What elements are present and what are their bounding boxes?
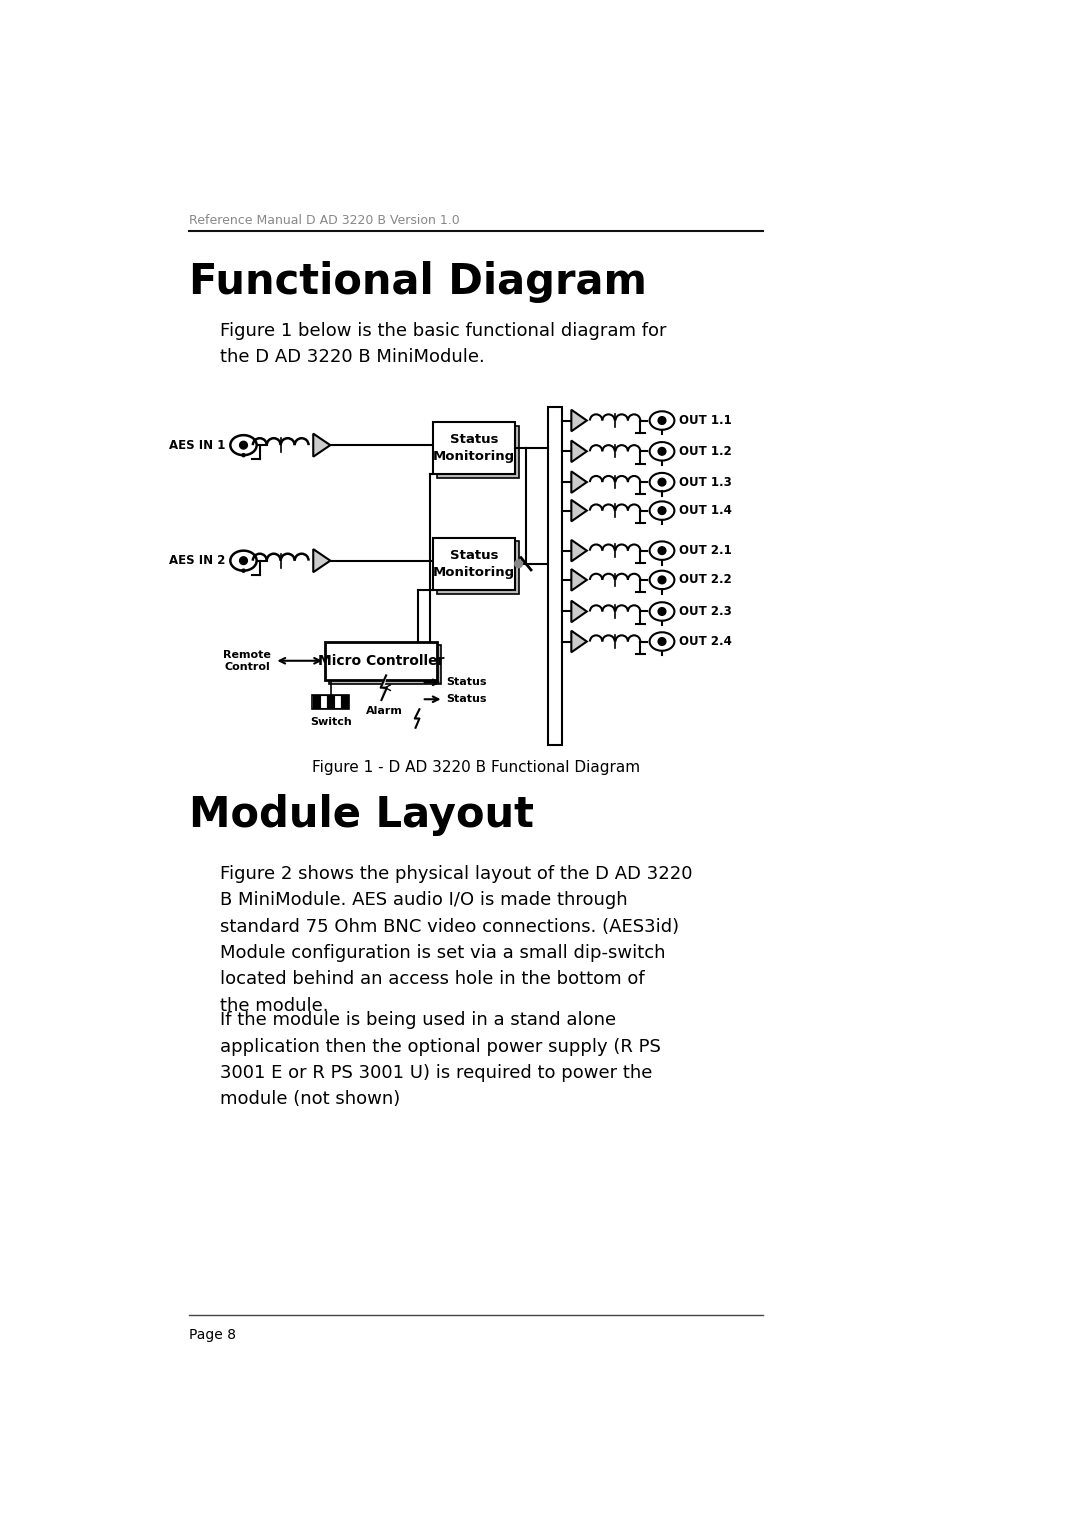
Circle shape bbox=[658, 637, 666, 645]
Ellipse shape bbox=[649, 472, 674, 492]
Circle shape bbox=[658, 608, 666, 616]
Ellipse shape bbox=[649, 411, 674, 429]
Ellipse shape bbox=[649, 541, 674, 559]
Circle shape bbox=[658, 417, 666, 425]
Ellipse shape bbox=[230, 435, 257, 455]
Bar bbox=[325, 642, 437, 680]
Text: Figure 1 below is the basic functional diagram for
the D AD 3220 B MiniModule.: Figure 1 below is the basic functional d… bbox=[220, 322, 666, 367]
Bar bbox=[433, 538, 515, 590]
Text: Figure 1 - D AD 3220 B Functional Diagram: Figure 1 - D AD 3220 B Functional Diagra… bbox=[312, 759, 640, 775]
Circle shape bbox=[658, 576, 666, 584]
Text: Functional Diagram: Functional Diagram bbox=[189, 261, 647, 303]
Ellipse shape bbox=[649, 442, 674, 460]
Bar bbox=[433, 422, 515, 474]
Circle shape bbox=[658, 478, 666, 486]
Text: Module Layout: Module Layout bbox=[189, 793, 535, 836]
Polygon shape bbox=[571, 601, 586, 622]
Text: Page 8: Page 8 bbox=[189, 1328, 237, 1342]
Circle shape bbox=[658, 448, 666, 455]
Text: OUT 2.1: OUT 2.1 bbox=[679, 544, 732, 558]
Text: Reference Manual D AD 3220 B Version 1.0: Reference Manual D AD 3220 B Version 1.0 bbox=[189, 214, 460, 226]
Ellipse shape bbox=[649, 501, 674, 520]
Bar bbox=[437, 541, 518, 594]
Text: OUT 1.3: OUT 1.3 bbox=[679, 475, 732, 489]
Text: Switch: Switch bbox=[310, 717, 352, 727]
Circle shape bbox=[242, 454, 245, 457]
Polygon shape bbox=[571, 568, 586, 591]
Polygon shape bbox=[313, 434, 330, 457]
Text: Status
Monitoring: Status Monitoring bbox=[433, 549, 515, 579]
Text: AES IN 2: AES IN 2 bbox=[168, 555, 225, 567]
Bar bbox=[313, 695, 321, 707]
Bar bbox=[437, 426, 518, 478]
Text: Micro Controller: Micro Controller bbox=[318, 654, 444, 668]
Circle shape bbox=[240, 556, 247, 564]
Text: Figure 2 shows the physical layout of the D AD 3220
B MiniModule. AES audio I/O : Figure 2 shows the physical layout of th… bbox=[220, 865, 692, 1015]
Text: Status: Status bbox=[446, 677, 487, 688]
Polygon shape bbox=[571, 500, 586, 521]
Bar bbox=[312, 695, 349, 709]
Circle shape bbox=[515, 559, 523, 567]
Polygon shape bbox=[571, 539, 586, 561]
Text: OUT 2.3: OUT 2.3 bbox=[679, 605, 732, 617]
Bar bbox=[548, 406, 562, 746]
Text: OUT 1.1: OUT 1.1 bbox=[679, 414, 732, 426]
Polygon shape bbox=[571, 440, 586, 461]
Polygon shape bbox=[571, 410, 586, 431]
Ellipse shape bbox=[230, 550, 257, 570]
Text: OUT 1.2: OUT 1.2 bbox=[679, 445, 732, 458]
Text: Status: Status bbox=[446, 694, 487, 704]
Polygon shape bbox=[571, 471, 586, 494]
Bar bbox=[334, 695, 341, 707]
Polygon shape bbox=[313, 549, 330, 571]
Circle shape bbox=[240, 442, 247, 449]
Polygon shape bbox=[380, 675, 387, 700]
Text: Remote: Remote bbox=[222, 649, 271, 660]
Circle shape bbox=[658, 547, 666, 555]
Polygon shape bbox=[571, 631, 586, 652]
Text: OUT 2.4: OUT 2.4 bbox=[679, 636, 732, 648]
Circle shape bbox=[242, 568, 245, 571]
Text: Status
Monitoring: Status Monitoring bbox=[433, 434, 515, 463]
Text: AES IN 1: AES IN 1 bbox=[168, 439, 225, 452]
Text: OUT 2.2: OUT 2.2 bbox=[679, 573, 732, 587]
Bar bbox=[341, 695, 348, 707]
Text: Alarm: Alarm bbox=[366, 706, 403, 717]
Ellipse shape bbox=[649, 633, 674, 651]
Text: If the module is being used in a stand alone
application then the optional power: If the module is being used in a stand a… bbox=[220, 1012, 661, 1108]
Bar bbox=[328, 645, 441, 685]
Ellipse shape bbox=[649, 570, 674, 590]
Text: OUT 1.4: OUT 1.4 bbox=[679, 504, 732, 516]
Ellipse shape bbox=[649, 602, 674, 620]
Text: Control: Control bbox=[225, 662, 271, 672]
Circle shape bbox=[658, 507, 666, 515]
Bar bbox=[327, 695, 334, 707]
Bar bbox=[321, 695, 327, 707]
